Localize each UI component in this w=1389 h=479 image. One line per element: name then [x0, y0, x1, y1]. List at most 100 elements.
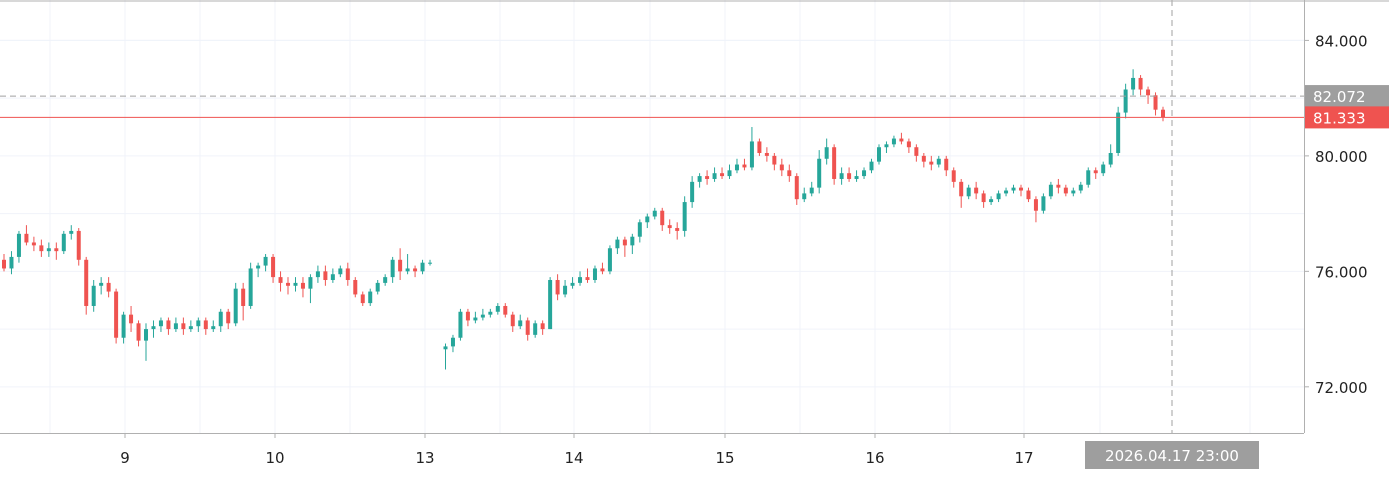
candle[interactable] — [966, 184, 971, 200]
candle[interactable] — [248, 262, 253, 309]
candle[interactable] — [166, 317, 171, 335]
candle[interactable] — [218, 308, 223, 332]
candle[interactable] — [488, 308, 493, 318]
candle[interactable] — [211, 320, 216, 332]
candle[interactable] — [443, 343, 448, 370]
candle[interactable] — [548, 277, 553, 330]
candle[interactable] — [712, 167, 717, 182]
candle[interactable] — [742, 158, 747, 171]
candle[interactable] — [420, 259, 425, 275]
candle[interactable] — [876, 144, 881, 165]
candle[interactable] — [16, 230, 21, 263]
candle[interactable] — [91, 280, 96, 312]
candle[interactable] — [203, 317, 208, 335]
candle[interactable] — [353, 277, 358, 298]
candle[interactable] — [390, 256, 395, 283]
candle[interactable] — [151, 320, 156, 338]
candle[interactable] — [315, 265, 320, 283]
candle[interactable] — [869, 158, 874, 174]
candle[interactable] — [936, 155, 941, 168]
candle[interactable] — [46, 242, 51, 257]
candle[interactable] — [914, 144, 919, 162]
candle[interactable] — [480, 308, 485, 321]
candle[interactable] — [114, 288, 119, 344]
candle[interactable] — [660, 207, 665, 231]
candle[interactable] — [293, 277, 298, 292]
candle[interactable] — [1131, 69, 1136, 96]
candle[interactable] — [779, 158, 784, 177]
candle[interactable] — [1078, 181, 1083, 194]
candle[interactable] — [1161, 106, 1165, 122]
candle[interactable] — [278, 271, 283, 292]
candle[interactable] — [891, 135, 896, 148]
candle[interactable] — [1086, 167, 1091, 188]
candle[interactable] — [585, 268, 590, 283]
candle[interactable] — [697, 173, 702, 188]
candle[interactable] — [862, 167, 867, 179]
candle[interactable] — [1056, 178, 1061, 194]
candle[interactable] — [682, 196, 687, 237]
candle[interactable] — [824, 138, 829, 165]
candle[interactable] — [563, 280, 568, 298]
candle[interactable] — [271, 254, 276, 283]
candle[interactable] — [1018, 184, 1023, 197]
candle[interactable] — [450, 334, 455, 353]
candle[interactable] — [263, 254, 268, 272]
candle[interactable] — [974, 181, 979, 200]
candle[interactable] — [802, 187, 807, 203]
candle[interactable] — [338, 265, 343, 278]
candle[interactable] — [630, 233, 635, 255]
candle[interactable] — [181, 317, 186, 335]
candle[interactable] — [1026, 187, 1031, 203]
candle[interactable] — [951, 167, 956, 188]
candle[interactable] — [1123, 83, 1128, 119]
candle[interactable] — [99, 277, 104, 295]
candle[interactable] — [76, 228, 81, 266]
candle[interactable] — [854, 170, 859, 182]
candle[interactable] — [188, 320, 193, 332]
candle[interactable] — [705, 170, 710, 185]
candle[interactable] — [473, 311, 478, 324]
candle[interactable] — [308, 274, 313, 304]
candle[interactable] — [39, 239, 44, 257]
candle[interactable] — [809, 181, 814, 197]
candle[interactable] — [465, 308, 470, 327]
candle[interactable] — [323, 265, 328, 286]
candle[interactable] — [989, 196, 994, 205]
candle[interactable] — [383, 274, 388, 286]
candle[interactable] — [592, 265, 597, 283]
candle[interactable] — [129, 305, 134, 332]
candle[interactable] — [121, 311, 126, 344]
candle[interactable] — [787, 164, 792, 182]
candle[interactable] — [757, 138, 762, 156]
candle[interactable] — [158, 317, 163, 332]
candle[interactable] — [764, 147, 769, 162]
candle[interactable] — [906, 138, 911, 153]
candle[interactable] — [1071, 187, 1076, 197]
candle[interactable] — [981, 190, 986, 208]
candle[interactable] — [173, 317, 178, 332]
candle[interactable] — [24, 225, 29, 246]
candle[interactable] — [637, 219, 642, 243]
candle[interactable] — [1063, 184, 1068, 197]
candle[interactable] — [286, 277, 291, 295]
candle[interactable] — [31, 236, 36, 252]
candle[interactable] — [300, 277, 305, 298]
candle[interactable] — [2, 254, 6, 272]
candle[interactable] — [136, 320, 141, 347]
candle[interactable] — [1146, 86, 1151, 104]
candle[interactable] — [398, 248, 403, 281]
candle[interactable] — [518, 314, 523, 330]
candle[interactable] — [1048, 181, 1053, 200]
candle[interactable] — [1108, 144, 1113, 168]
candle[interactable] — [196, 317, 201, 332]
candle[interactable] — [503, 303, 508, 318]
candle[interactable] — [540, 320, 545, 335]
candle[interactable] — [375, 280, 380, 295]
candle[interactable] — [899, 132, 904, 145]
candle[interactable] — [1004, 187, 1009, 197]
candle[interactable] — [652, 207, 657, 220]
candle[interactable] — [667, 219, 672, 234]
candle[interactable] — [413, 265, 418, 278]
